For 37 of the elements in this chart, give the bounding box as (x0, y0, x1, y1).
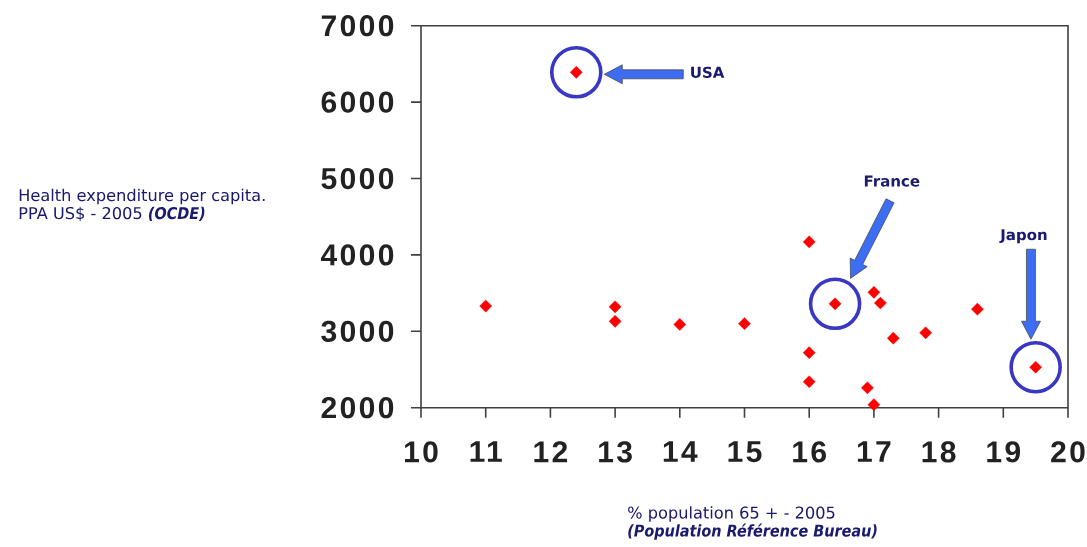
x-tick-label: 17 (857, 441, 891, 462)
x-tick-label: 15 (728, 441, 762, 463)
point (479, 299, 492, 313)
point (874, 296, 887, 310)
annotation: Japon (999, 229, 1047, 244)
annotation: France (864, 175, 920, 187)
point (919, 326, 932, 340)
point (802, 375, 816, 389)
point (867, 286, 881, 299)
x-tick-label: 11 (470, 441, 502, 462)
x-tick-label: 18 (922, 441, 956, 463)
point (861, 381, 874, 395)
point (887, 331, 900, 345)
x-tick-label: 12 (534, 441, 568, 463)
x-tick-label: 19 (987, 441, 1021, 463)
point (738, 317, 751, 330)
y-tick-label: 4000 (320, 244, 394, 266)
y-tick-label: 3000 (321, 320, 394, 342)
point (673, 318, 687, 331)
x-tick-label: 20 (1051, 441, 1085, 463)
y-tick-label: 2000 (321, 397, 394, 419)
x-axis-title: % population 65 + - 2005 (Population Référence Bureau) (628, 506, 877, 540)
y-tick-label: 5000 (321, 167, 394, 190)
point (802, 346, 816, 359)
x-tick-label: 13 (599, 441, 632, 463)
x-tick-label: 16 (793, 441, 826, 463)
annotation: USA (691, 66, 725, 78)
point (608, 315, 622, 328)
point (802, 235, 816, 249)
point (971, 302, 984, 316)
y-axis-title: Health expenditure per capita. PPA US$ - 2005 (OCDE) (19, 188, 265, 222)
x-tick-label: 14 (663, 441, 698, 462)
point (608, 300, 622, 314)
y-tick-label: 6000 (321, 91, 394, 113)
point (867, 398, 881, 411)
x-tick-label: 10 (405, 441, 438, 463)
y-tick-label: 7000 (321, 15, 394, 37)
